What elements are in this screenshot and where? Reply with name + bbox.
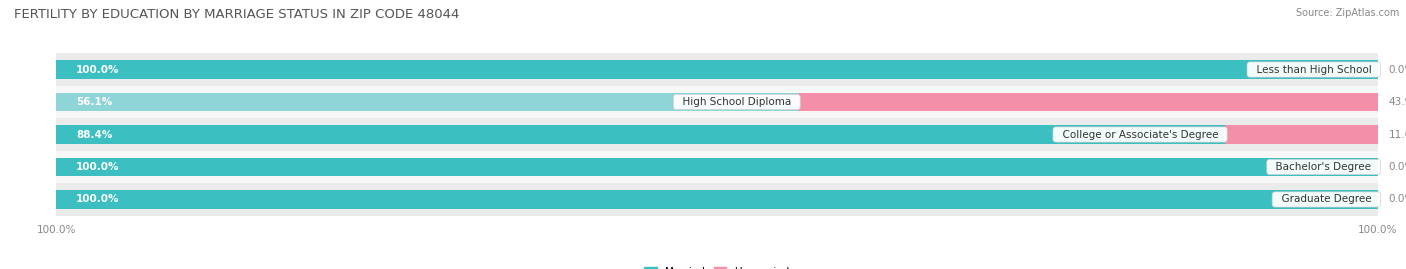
Bar <box>56 53 1378 86</box>
Bar <box>56 118 1378 151</box>
Text: FERTILITY BY EDUCATION BY MARRIAGE STATUS IN ZIP CODE 48044: FERTILITY BY EDUCATION BY MARRIAGE STATU… <box>14 8 460 21</box>
Text: 0.0%: 0.0% <box>1389 194 1406 204</box>
Bar <box>797 93 1378 111</box>
Text: High School Diploma: High School Diploma <box>676 97 797 107</box>
Bar <box>56 86 1378 118</box>
Text: 0.0%: 0.0% <box>1389 162 1406 172</box>
Text: Less than High School: Less than High School <box>1250 65 1378 75</box>
Bar <box>56 190 1378 209</box>
Text: 11.6%: 11.6% <box>1389 129 1406 140</box>
Bar <box>56 151 1378 183</box>
Legend: Married, Unmarried: Married, Unmarried <box>640 263 794 269</box>
Bar <box>56 158 1378 176</box>
Text: 43.9%: 43.9% <box>1389 97 1406 107</box>
Bar <box>56 60 1378 79</box>
Text: 56.1%: 56.1% <box>76 97 112 107</box>
Text: Graduate Degree: Graduate Degree <box>1275 194 1378 204</box>
Bar <box>56 183 1378 216</box>
Bar <box>56 93 797 111</box>
Bar <box>1225 125 1378 144</box>
Text: 100.0%: 100.0% <box>76 194 120 204</box>
Text: 100.0%: 100.0% <box>76 65 120 75</box>
Text: 100.0%: 100.0% <box>76 162 120 172</box>
Text: 0.0%: 0.0% <box>1389 65 1406 75</box>
Text: College or Associate's Degree: College or Associate's Degree <box>1056 129 1225 140</box>
Text: Bachelor's Degree: Bachelor's Degree <box>1270 162 1378 172</box>
Text: Source: ZipAtlas.com: Source: ZipAtlas.com <box>1295 8 1399 18</box>
Bar <box>56 125 1225 144</box>
Text: 88.4%: 88.4% <box>76 129 112 140</box>
